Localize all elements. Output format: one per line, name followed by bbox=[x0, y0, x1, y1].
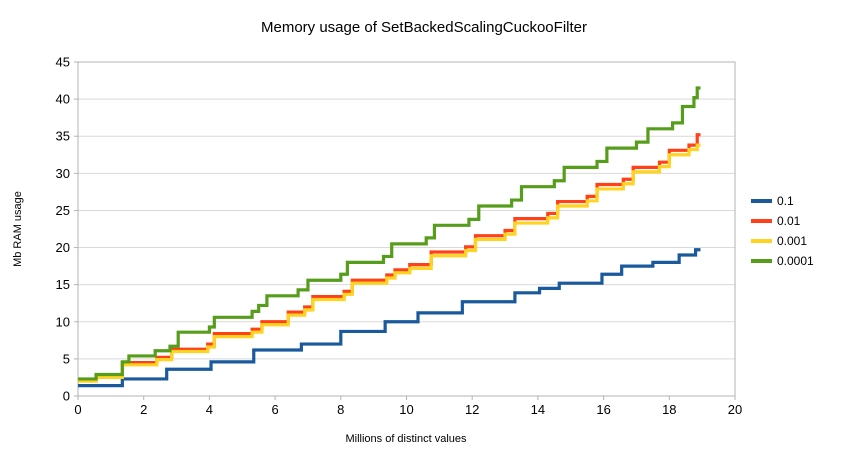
legend-label-0.001: 0.001 bbox=[777, 234, 807, 248]
series-line-0.0001 bbox=[78, 86, 701, 381]
legend-label-0.0001: 0.0001 bbox=[777, 254, 814, 268]
x-tick-label: 0 bbox=[74, 402, 81, 417]
y-tick-label: 5 bbox=[63, 351, 70, 366]
y-tick-label: 40 bbox=[56, 92, 70, 107]
data-series bbox=[78, 86, 701, 388]
gridlines bbox=[78, 61, 735, 360]
tick-labels: 0 5 10 15 20 25 30 35 40 45 0 2 4 6 8 10 12 14 16 18 20 bbox=[56, 55, 743, 418]
series-line-0.1 bbox=[78, 248, 701, 388]
y-tick-label: 20 bbox=[56, 240, 70, 255]
chart-title: Memory usage of SetBackedScalingCuckooFi… bbox=[261, 19, 587, 36]
x-tick-label: 18 bbox=[662, 402, 676, 417]
x-tick-label: 6 bbox=[271, 402, 278, 417]
x-tick-label: 4 bbox=[206, 402, 213, 417]
x-tick-label: 20 bbox=[728, 402, 742, 417]
y-tick-label: 25 bbox=[56, 203, 70, 218]
legend: 0.1 0.01 0.001 0.0001 bbox=[751, 194, 814, 268]
legend-label-0.1: 0.1 bbox=[777, 194, 794, 208]
axes bbox=[74, 61, 736, 400]
x-tick-label: 10 bbox=[399, 402, 413, 417]
series-line-0.001 bbox=[78, 143, 701, 383]
y-tick-label: 10 bbox=[56, 314, 70, 329]
x-tick-label: 8 bbox=[337, 402, 344, 417]
x-tick-label: 16 bbox=[596, 402, 610, 417]
y-axis-label: Mb RAM usage bbox=[12, 191, 24, 267]
x-tick-label: 12 bbox=[465, 402, 479, 417]
legend-label-0.01: 0.01 bbox=[777, 214, 801, 228]
y-tick-label: 15 bbox=[56, 277, 70, 292]
x-tick-label: 2 bbox=[140, 402, 147, 417]
y-tick-label: 0 bbox=[63, 389, 70, 404]
x-tick-label: 14 bbox=[531, 402, 545, 417]
y-tick-label: 30 bbox=[56, 166, 70, 181]
y-tick-label: 45 bbox=[56, 55, 70, 70]
x-axis-label: Millions of distinct values bbox=[345, 433, 467, 445]
y-tick-label: 35 bbox=[56, 129, 70, 144]
